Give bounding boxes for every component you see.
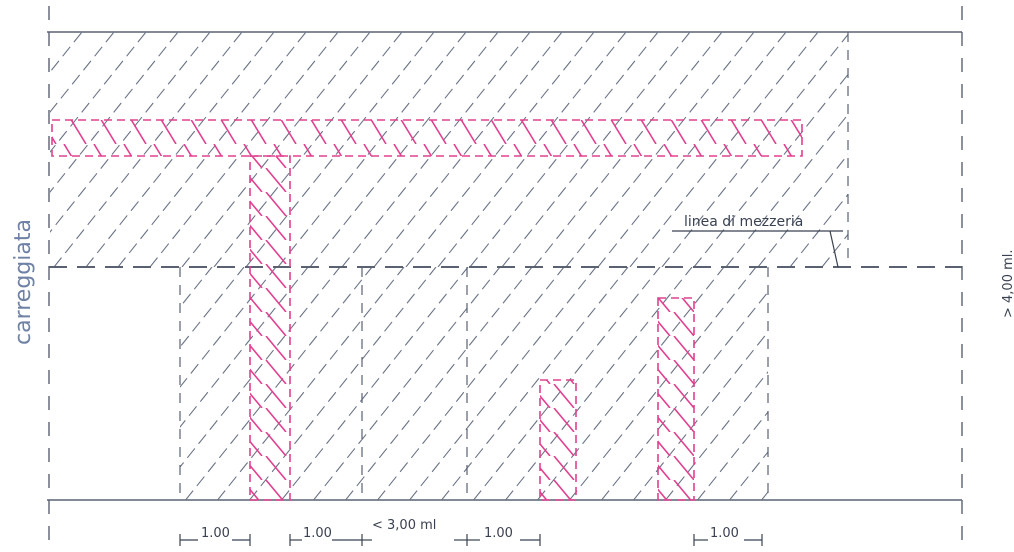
road-label: carreggiata xyxy=(11,219,36,345)
hatch-line xyxy=(180,267,277,388)
dimension-label: < 3,00 ml xyxy=(372,518,436,533)
hatch-line xyxy=(377,267,565,500)
dimension-label: 1.00 xyxy=(303,526,332,541)
hatch-line xyxy=(345,267,533,500)
pink-tall-block xyxy=(657,297,695,501)
hatch-line xyxy=(729,451,768,500)
hatch-line xyxy=(217,267,405,500)
hatch-line xyxy=(409,267,597,500)
dimension-label: 1.00 xyxy=(201,526,230,541)
centerline-label: linea di mezzeria xyxy=(684,214,803,230)
hatch-line xyxy=(789,193,848,267)
hatch-line xyxy=(281,267,469,500)
road-width-label: > 4,00 ml. xyxy=(1001,249,1014,318)
hatch-line xyxy=(180,267,245,348)
hatch-line xyxy=(537,267,725,500)
hatch-line xyxy=(821,233,848,267)
hatch-line xyxy=(180,267,341,468)
pink-vertical-bar xyxy=(249,155,291,501)
hatch-line xyxy=(313,267,501,500)
pink-small-block xyxy=(539,379,577,501)
dimension-label: 1.00 xyxy=(710,526,739,541)
hatch-line xyxy=(180,267,309,428)
hatch-line xyxy=(665,371,768,500)
lower-area-dividers xyxy=(179,267,769,500)
hatch-line xyxy=(633,331,768,500)
hatch-line xyxy=(854,32,1014,267)
hatch-line xyxy=(505,267,693,500)
hatch-line xyxy=(725,113,848,267)
centerline-callout: linea di mezzeria xyxy=(672,214,843,268)
dimension-label: 1.00 xyxy=(484,526,513,541)
hatch-line xyxy=(697,411,768,500)
dimension-row xyxy=(179,534,763,546)
pink-horizontal-bar xyxy=(51,119,803,157)
lower-hatched-area xyxy=(180,267,768,500)
hatch-line xyxy=(180,267,213,308)
hatch-line xyxy=(761,491,768,500)
hatch-line xyxy=(249,267,437,500)
hatch-line xyxy=(441,267,629,500)
